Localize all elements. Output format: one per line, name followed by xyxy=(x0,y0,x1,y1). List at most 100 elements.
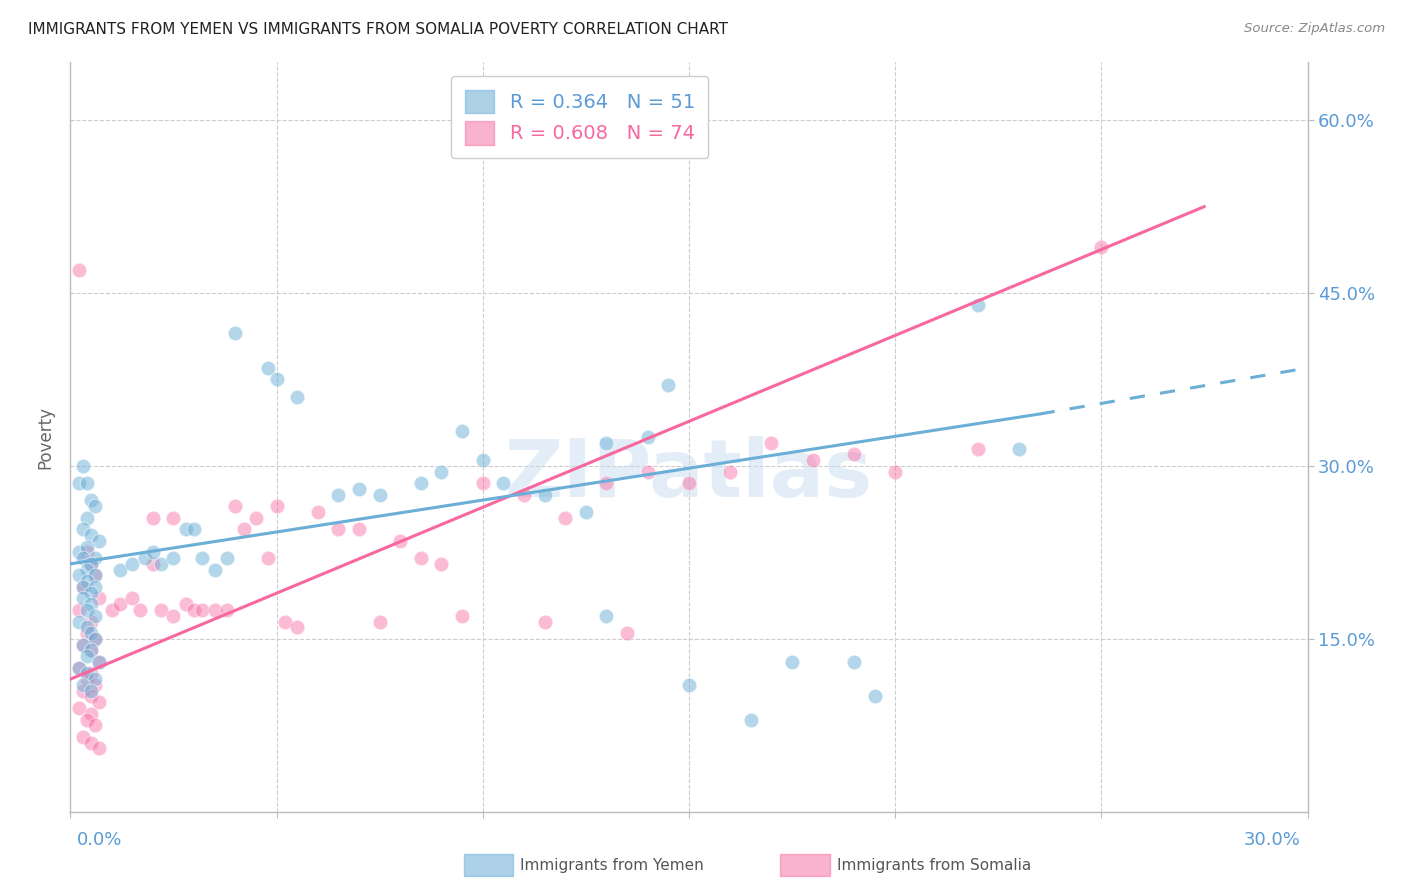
Point xyxy=(80,557,103,571)
Point xyxy=(761,435,783,450)
Point xyxy=(215,603,238,617)
Point xyxy=(842,447,865,461)
Text: Immigrants from Yemen: Immigrants from Yemen xyxy=(520,858,704,872)
Point xyxy=(84,568,107,582)
Point xyxy=(89,741,111,756)
Point xyxy=(80,528,103,542)
Point xyxy=(84,568,107,582)
Point xyxy=(67,615,90,629)
Point xyxy=(554,510,576,524)
Point xyxy=(72,458,94,473)
Point xyxy=(204,563,226,577)
Point xyxy=(1090,240,1112,254)
Point xyxy=(678,476,700,491)
Point xyxy=(100,603,122,617)
Point xyxy=(328,488,350,502)
Point xyxy=(245,510,267,524)
Point xyxy=(84,580,107,594)
Point xyxy=(183,603,205,617)
Point xyxy=(76,574,98,589)
Point xyxy=(67,545,90,559)
Point xyxy=(67,263,90,277)
Point xyxy=(121,557,143,571)
Point xyxy=(84,551,107,566)
Point xyxy=(162,608,184,623)
Point xyxy=(801,453,824,467)
Point xyxy=(409,476,432,491)
Point xyxy=(533,615,555,629)
Point xyxy=(409,551,432,566)
Point xyxy=(72,580,94,594)
Point xyxy=(76,649,98,664)
Point xyxy=(863,690,886,704)
Point xyxy=(595,608,617,623)
Point xyxy=(108,597,131,611)
Point xyxy=(76,666,98,681)
Point xyxy=(80,683,103,698)
Point xyxy=(492,476,515,491)
FancyBboxPatch shape xyxy=(780,854,830,876)
Point xyxy=(471,453,494,467)
Point xyxy=(637,465,659,479)
Point xyxy=(204,603,226,617)
Point xyxy=(76,563,98,577)
Point xyxy=(430,557,453,571)
Point xyxy=(637,430,659,444)
Point xyxy=(740,713,762,727)
Point xyxy=(89,655,111,669)
Point xyxy=(162,551,184,566)
FancyBboxPatch shape xyxy=(464,854,513,876)
Point xyxy=(80,626,103,640)
Point xyxy=(471,476,494,491)
Point xyxy=(80,643,103,657)
Point xyxy=(76,510,98,524)
Point xyxy=(451,425,474,439)
Point xyxy=(966,297,988,311)
Point xyxy=(72,678,94,692)
Point xyxy=(76,476,98,491)
Point xyxy=(80,690,103,704)
Point xyxy=(150,557,173,571)
Point xyxy=(389,533,412,548)
Point xyxy=(595,476,617,491)
Point xyxy=(595,435,617,450)
Point xyxy=(966,442,988,456)
Point xyxy=(72,730,94,744)
Point xyxy=(84,672,107,686)
Point xyxy=(72,638,94,652)
Point xyxy=(183,522,205,536)
Point xyxy=(191,603,214,617)
Point xyxy=(80,615,103,629)
Point xyxy=(80,706,103,721)
Text: IMMIGRANTS FROM YEMEN VS IMMIGRANTS FROM SOMALIA POVERTY CORRELATION CHART: IMMIGRANTS FROM YEMEN VS IMMIGRANTS FROM… xyxy=(28,22,728,37)
Point xyxy=(285,390,308,404)
Point xyxy=(257,360,280,375)
Point xyxy=(72,683,94,698)
Point xyxy=(80,585,103,599)
Point xyxy=(76,713,98,727)
Point xyxy=(76,603,98,617)
Point xyxy=(72,580,94,594)
Point xyxy=(76,545,98,559)
Point xyxy=(678,678,700,692)
Point xyxy=(80,493,103,508)
Point xyxy=(191,551,214,566)
Point xyxy=(274,615,297,629)
Point xyxy=(72,638,94,652)
Point xyxy=(224,500,246,514)
Point xyxy=(368,615,391,629)
Point xyxy=(89,655,111,669)
Point xyxy=(174,522,197,536)
Legend: R = 0.364   N = 51, R = 0.608   N = 74: R = 0.364 N = 51, R = 0.608 N = 74 xyxy=(451,76,709,159)
Text: Source: ZipAtlas.com: Source: ZipAtlas.com xyxy=(1244,22,1385,36)
Point xyxy=(72,591,94,606)
Point xyxy=(76,620,98,634)
Point xyxy=(80,597,103,611)
Point xyxy=(162,510,184,524)
Point xyxy=(451,608,474,623)
Point xyxy=(67,476,90,491)
Point xyxy=(150,603,173,617)
Point xyxy=(224,326,246,341)
Point xyxy=(142,510,165,524)
Point xyxy=(215,551,238,566)
